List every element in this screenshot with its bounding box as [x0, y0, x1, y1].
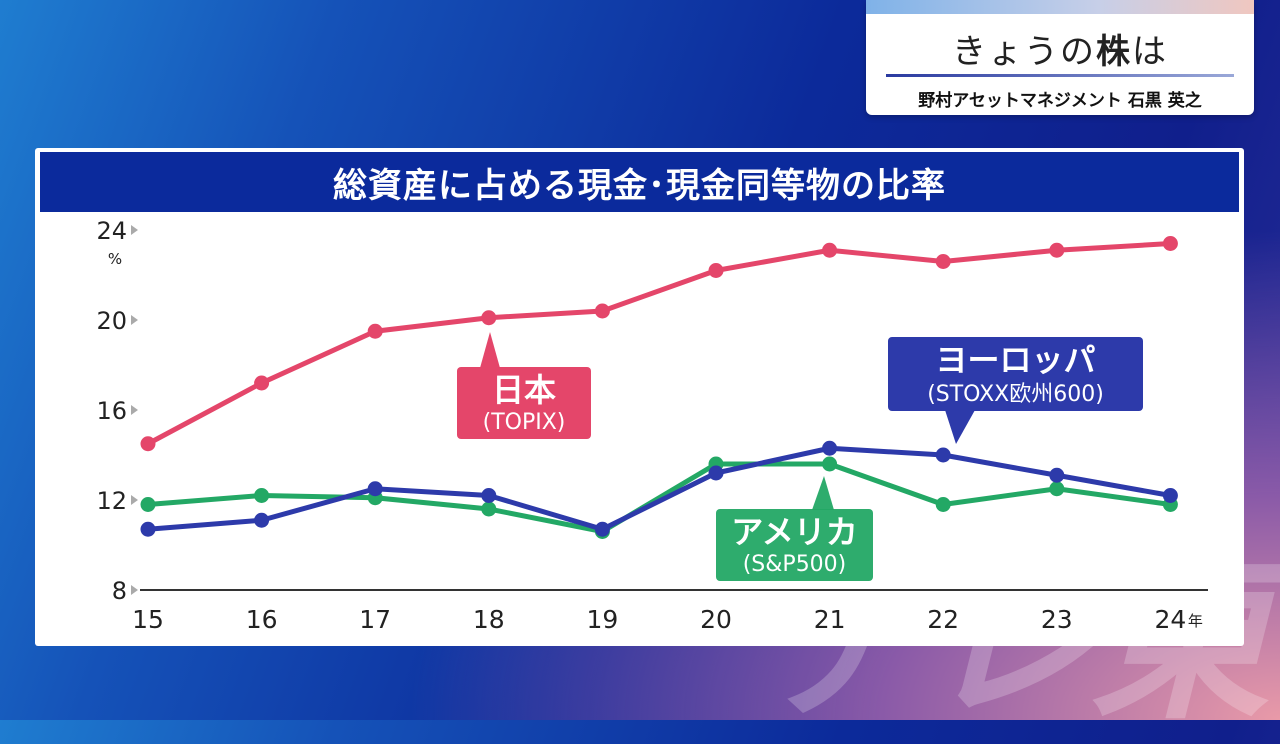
data-point — [822, 242, 838, 258]
series-label-box — [457, 367, 591, 439]
data-point — [822, 440, 838, 456]
x-tick-label: 24 — [1154, 605, 1186, 634]
data-point — [481, 501, 497, 517]
series-label-pointer — [945, 410, 975, 444]
data-point — [140, 436, 156, 452]
data-point — [1162, 488, 1178, 503]
data-point — [140, 521, 156, 537]
data-point — [254, 488, 270, 503]
x-tick-label: 16 — [246, 605, 278, 634]
data-point — [481, 310, 497, 326]
x-tick-label: 22 — [927, 605, 959, 634]
data-point — [1049, 481, 1065, 497]
y-axis-unit: % — [108, 250, 122, 268]
x-tick-label: 21 — [814, 605, 846, 634]
series-label-sub: (STOXX欧州600) — [927, 382, 1104, 407]
data-point — [708, 263, 724, 278]
topic-box: きょうの株は 野村アセットマネジメント 石黒 英之 — [866, 0, 1254, 115]
series-line — [145, 445, 1173, 532]
data-point — [594, 521, 610, 537]
series-label-sub: (TOPIX) — [483, 410, 566, 435]
x-axis-unit: 年 — [1188, 612, 1203, 630]
y-tick-label: 20 — [96, 307, 127, 335]
data-point — [1049, 242, 1065, 258]
series-label-name: アメリカ — [731, 513, 857, 551]
y-tick-marker — [131, 315, 138, 325]
x-tick-label: 20 — [700, 605, 732, 634]
data-point — [1162, 236, 1178, 251]
x-tick-label: 18 — [473, 605, 505, 634]
series-label-pointer — [812, 476, 834, 510]
data-point — [935, 497, 951, 512]
topic-subtitle: 野村アセットマネジメント 石黒 英之 — [918, 91, 1202, 111]
y-tick-label: 24 — [96, 217, 127, 245]
x-tick-label: 19 — [586, 605, 618, 634]
data-point — [1049, 467, 1065, 483]
series-label-box — [888, 337, 1143, 411]
y-tick-label: 8 — [112, 577, 127, 605]
y-tick-label: 12 — [96, 487, 127, 515]
data-point — [367, 323, 383, 339]
topic-title-suffix: は — [1132, 32, 1168, 72]
series-line — [145, 461, 1173, 534]
y-tick-marker — [131, 225, 138, 235]
series-line — [145, 241, 1173, 447]
series-label-sub: (S&P500) — [743, 552, 847, 577]
topic-title: きょうの株は — [866, 24, 1254, 73]
series-label-name: ヨーロッパ — [935, 341, 1095, 379]
x-tick-label: 17 — [359, 605, 391, 634]
topic-strip — [866, 0, 1254, 14]
x-tick-label: 23 — [1041, 605, 1073, 634]
chart-title: 総資産に占める現金･現金同等物の比率 — [333, 165, 946, 206]
data-point — [708, 465, 724, 481]
series-label-name: 日本 — [492, 371, 556, 409]
x-tick-label: 15 — [132, 605, 164, 634]
data-point — [822, 456, 838, 472]
data-point — [140, 497, 156, 512]
topic-title-bold: 株 — [1096, 32, 1132, 72]
data-point — [935, 447, 951, 463]
data-point — [254, 512, 270, 528]
data-point — [367, 481, 383, 497]
chart-title-bar: 総資産に占める現金･現金同等物の比率 — [40, 152, 1239, 212]
series-label-pointer — [480, 332, 500, 368]
data-point — [594, 303, 610, 319]
y-tick-marker — [131, 495, 138, 505]
topic-divider — [886, 74, 1234, 77]
data-point — [935, 254, 951, 269]
y-tick-marker — [131, 585, 138, 595]
y-tick-marker — [131, 405, 138, 415]
data-point — [481, 488, 497, 503]
topic-title-prefix: きょうの — [952, 32, 1096, 72]
data-point — [254, 375, 270, 391]
series-label-box — [716, 509, 873, 581]
y-tick-label: 16 — [96, 397, 127, 425]
